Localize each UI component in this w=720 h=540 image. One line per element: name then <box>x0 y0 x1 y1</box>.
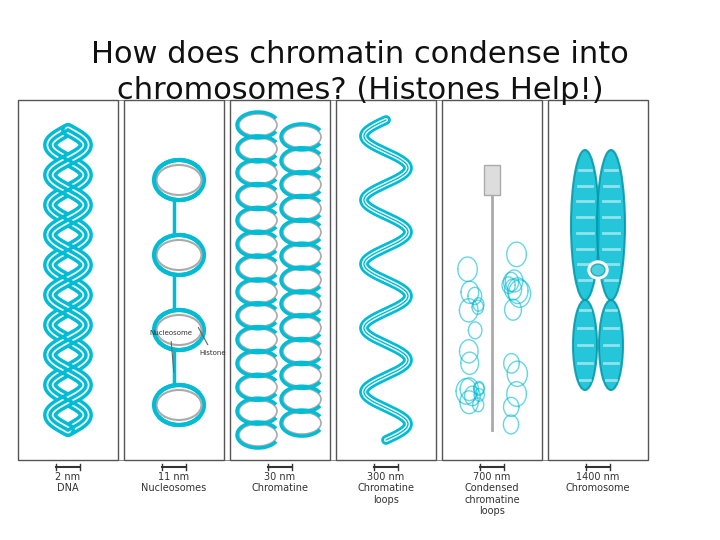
Ellipse shape <box>239 424 277 446</box>
Ellipse shape <box>239 186 277 207</box>
Text: Nucleosomes: Nucleosomes <box>141 483 207 493</box>
Ellipse shape <box>599 300 623 390</box>
Text: 2 nm: 2 nm <box>55 472 81 482</box>
Ellipse shape <box>283 174 321 195</box>
Ellipse shape <box>239 161 277 184</box>
Ellipse shape <box>283 269 321 291</box>
Ellipse shape <box>591 264 605 276</box>
Ellipse shape <box>156 165 202 195</box>
Ellipse shape <box>571 150 599 300</box>
Ellipse shape <box>239 233 277 255</box>
Text: How does chromatin condense into
chromosomes? (Histones Help!): How does chromatin condense into chromos… <box>91 40 629 105</box>
Ellipse shape <box>239 329 277 350</box>
Ellipse shape <box>239 114 277 136</box>
Ellipse shape <box>283 245 321 267</box>
Ellipse shape <box>239 281 277 303</box>
Text: 11 nm: 11 nm <box>158 472 189 482</box>
Text: 30 nm: 30 nm <box>264 472 296 482</box>
Bar <box>484 165 500 195</box>
Bar <box>124 100 224 460</box>
Bar <box>18 100 118 460</box>
Bar <box>230 100 330 460</box>
Bar <box>442 100 542 460</box>
Ellipse shape <box>239 210 277 231</box>
Ellipse shape <box>156 390 202 420</box>
Text: Chromatine
loops: Chromatine loops <box>358 483 415 504</box>
Text: Condensed
chromatine
loops: Condensed chromatine loops <box>464 483 520 516</box>
Ellipse shape <box>283 126 321 148</box>
Ellipse shape <box>283 341 321 362</box>
Text: 300 nm: 300 nm <box>367 472 405 482</box>
Ellipse shape <box>283 221 321 244</box>
Ellipse shape <box>283 198 321 219</box>
Ellipse shape <box>283 364 321 387</box>
Ellipse shape <box>156 240 202 270</box>
Ellipse shape <box>597 150 625 300</box>
Bar <box>336 100 436 460</box>
Text: DNA: DNA <box>57 483 78 493</box>
Text: 700 nm: 700 nm <box>473 472 510 482</box>
Ellipse shape <box>239 305 277 327</box>
Text: Chromatine: Chromatine <box>251 483 308 493</box>
Text: 1400 nm: 1400 nm <box>576 472 620 482</box>
Ellipse shape <box>239 400 277 422</box>
Text: Chromosome: Chromosome <box>566 483 630 493</box>
Ellipse shape <box>239 138 277 160</box>
Bar <box>548 100 648 460</box>
Text: Nucleosome: Nucleosome <box>149 330 192 372</box>
Ellipse shape <box>283 150 321 172</box>
Text: Histone: Histone <box>198 327 225 356</box>
Ellipse shape <box>283 293 321 315</box>
Ellipse shape <box>239 257 277 279</box>
Ellipse shape <box>588 261 608 279</box>
Ellipse shape <box>283 412 321 434</box>
Ellipse shape <box>239 376 277 399</box>
Ellipse shape <box>573 300 597 390</box>
Ellipse shape <box>283 388 321 410</box>
Ellipse shape <box>283 316 321 339</box>
Ellipse shape <box>156 315 202 345</box>
Ellipse shape <box>239 353 277 374</box>
